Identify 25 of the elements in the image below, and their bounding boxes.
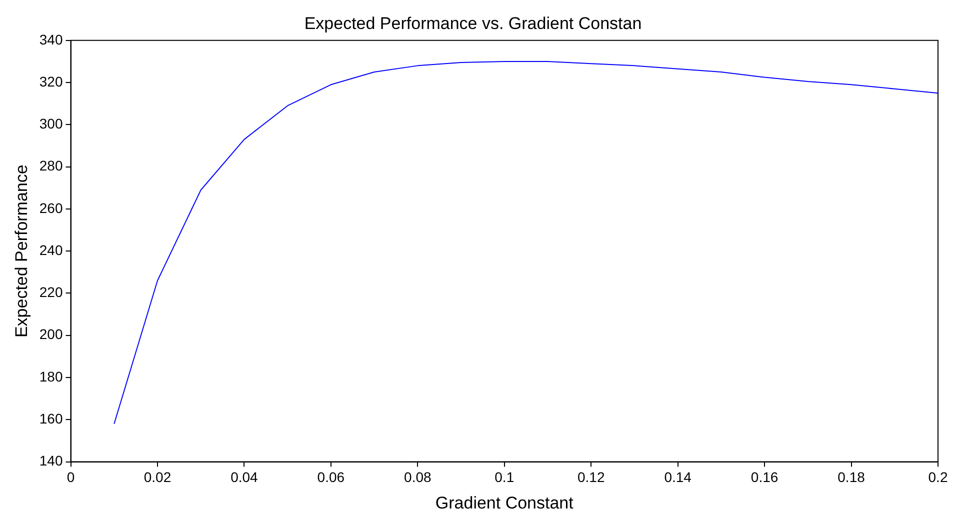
x-axis-title: Gradient Constant (435, 493, 574, 512)
x-tick-label: 0.2 (928, 469, 948, 486)
x-tick-label: 0.12 (577, 469, 605, 486)
y-tick-label: 320 (39, 73, 63, 90)
y-tick-label: 200 (39, 326, 63, 342)
x-tick-label: 0.18 (838, 469, 866, 486)
x-tick-label: 0.08 (404, 469, 432, 486)
x-tick-label: 0.06 (317, 469, 345, 486)
y-tick-label: 220 (39, 284, 63, 300)
x-tick-label: 0.1 (494, 469, 514, 486)
y-axis-title: Expected Performance (12, 164, 31, 338)
y-tick-label: 160 (39, 410, 63, 427)
x-tick-label: 0.04 (230, 469, 258, 486)
x-tick-label: 0.16 (750, 469, 778, 486)
y-tick-label: 340 (39, 31, 63, 48)
x-tick-label: 0.14 (664, 469, 692, 486)
x-tick-label: 0.02 (144, 469, 172, 486)
y-tick-label: 280 (39, 158, 63, 174)
y-tick-label: 260 (39, 200, 63, 216)
y-tick-label: 180 (39, 368, 63, 384)
x-tick-label: 0 (66, 469, 75, 486)
chart-title: Expected Performance vs. Gradient Constan (304, 14, 642, 33)
y-tick-label: 300 (39, 116, 63, 132)
y-tick-label: 240 (39, 242, 63, 258)
y-tick-label: 140 (39, 452, 63, 469)
